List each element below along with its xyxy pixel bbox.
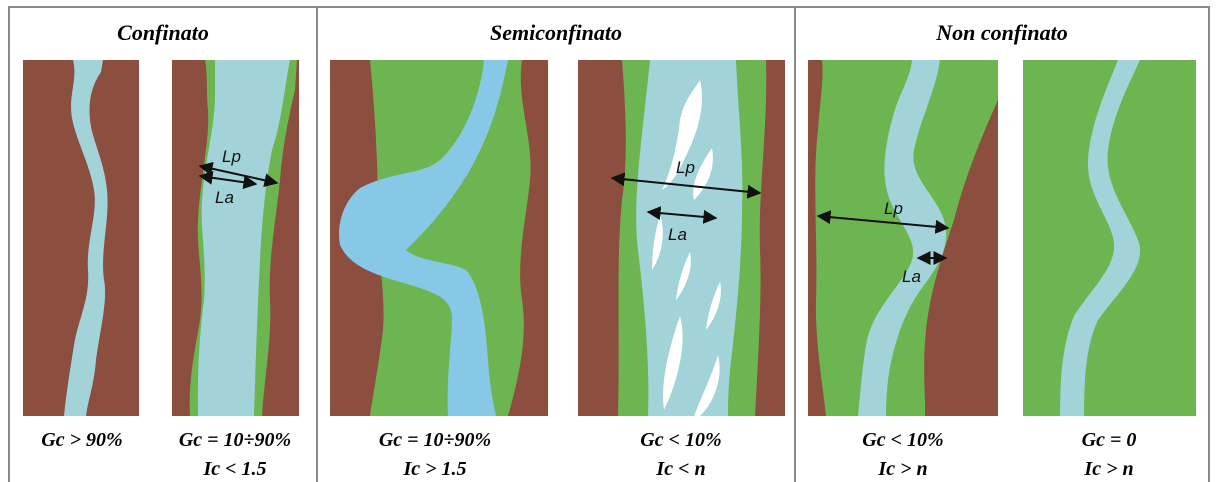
arrow-la-panel-2	[198, 170, 258, 190]
panel-4-semiconfinato	[578, 60, 785, 416]
arrow-lp-panel-4	[610, 172, 762, 199]
arrow-lp-panel-5	[816, 210, 950, 234]
category-title-semiconfinato: Semiconfinato	[489, 20, 622, 45]
category-title-confinato: Confinato	[117, 20, 209, 45]
la-label: La	[902, 267, 921, 286]
la-label: La	[215, 188, 234, 207]
divider-2	[794, 6, 796, 482]
panel-6-non-confinato	[1023, 60, 1196, 416]
dimension-labels: Lp La Lp La Lp La	[215, 147, 921, 286]
arrow-la-panel-4	[646, 206, 718, 224]
category-title-non-confinato: Non confinato	[936, 20, 1068, 45]
ic-label-2: Ic < 1.5	[203, 458, 267, 480]
panel-3-semiconfinato	[330, 60, 548, 416]
gc-label-5: Gc < 10%	[862, 429, 944, 451]
divider-1	[316, 6, 318, 482]
panel-1-confinato	[23, 60, 139, 416]
ic-label-6: Ic > n	[1084, 458, 1134, 480]
panel-5-non-confinato	[808, 60, 998, 416]
gc-label-1: Gc > 90%	[41, 429, 123, 451]
ic-label-4: Ic < n	[656, 458, 706, 480]
gc-label-2: Gc = 10÷90%	[178, 429, 292, 451]
ic-label-3: Ic > 1.5	[403, 458, 467, 480]
lp-label: Lp	[676, 158, 695, 177]
gc-label-3: Gc = 10÷90%	[378, 429, 492, 451]
gc-label-6: Gc = 0	[1081, 429, 1137, 451]
gc-label-4: Gc < 10%	[640, 429, 722, 451]
diagram-frame	[8, 6, 1210, 482]
dimension-arrows	[198, 161, 950, 265]
panel-2-confinato	[172, 60, 299, 416]
lp-label: Lp	[884, 199, 903, 218]
lp-label: Lp	[222, 147, 241, 166]
ic-label-5: Ic > n	[878, 458, 928, 480]
la-label: La	[668, 225, 687, 244]
